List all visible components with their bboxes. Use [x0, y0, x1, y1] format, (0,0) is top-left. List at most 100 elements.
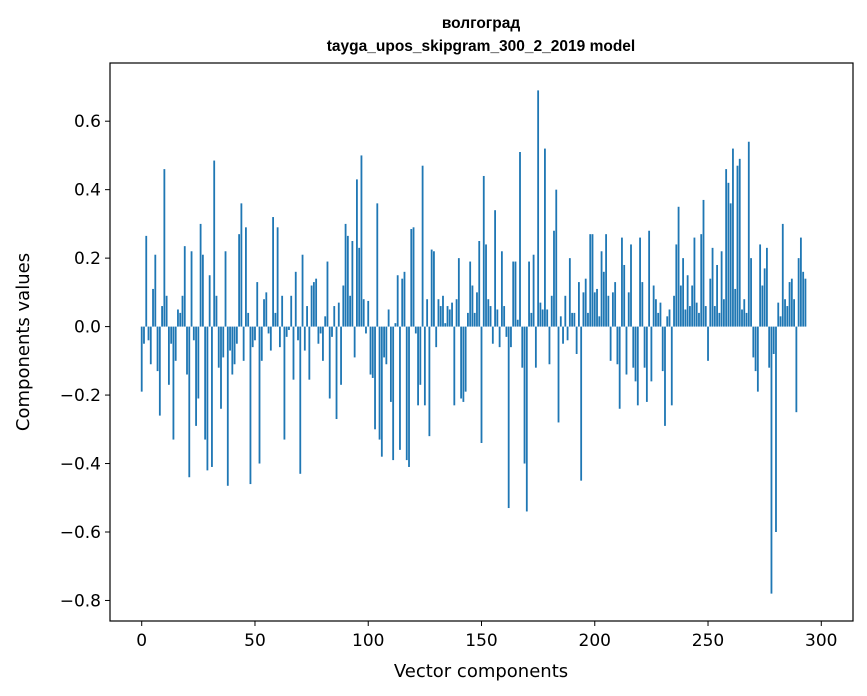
bar [636, 326, 639, 406]
y-tick-label: 0.2 [74, 249, 101, 269]
bar [167, 326, 170, 385]
bar [752, 326, 755, 358]
bar [523, 326, 526, 464]
bar [263, 299, 265, 327]
bar [290, 295, 293, 327]
x-axis-ticks: 0 50 100 150 200 250 300 [136, 621, 838, 651]
bar [754, 326, 757, 372]
bar [770, 326, 773, 594]
bar [201, 254, 204, 327]
bar [652, 285, 655, 327]
bar [695, 302, 698, 327]
bar [222, 326, 225, 358]
bar [254, 326, 256, 341]
bar [768, 326, 771, 368]
bar [428, 326, 431, 437]
bar [303, 326, 306, 351]
bar [799, 237, 802, 327]
bar [571, 312, 574, 327]
bar [605, 234, 607, 327]
bar [738, 158, 741, 327]
bar [292, 326, 295, 380]
bar [453, 326, 456, 406]
bar [430, 249, 433, 327]
bar [516, 319, 519, 327]
bar [315, 278, 318, 327]
bar [333, 306, 336, 327]
x-tick-label: 150 [465, 631, 497, 651]
bar [301, 254, 304, 327]
y-tick-label: 0.4 [74, 181, 101, 201]
bar [394, 323, 397, 327]
bar [442, 295, 444, 327]
bar [500, 251, 503, 327]
bar [188, 326, 191, 478]
bar [686, 275, 689, 327]
bar [245, 227, 247, 327]
bar [435, 326, 438, 348]
bar [718, 312, 721, 327]
bar [704, 306, 707, 327]
bar [410, 229, 413, 327]
bar [322, 326, 324, 361]
bar [555, 189, 558, 327]
bar [267, 326, 270, 334]
bar [534, 326, 537, 368]
bar [716, 264, 718, 327]
bar [342, 285, 345, 327]
bar [519, 152, 521, 327]
bar [600, 251, 603, 327]
bar [317, 326, 320, 344]
bar [691, 285, 694, 327]
bar [573, 312, 576, 327]
bar [446, 306, 449, 327]
bar [645, 326, 648, 402]
bar [448, 309, 451, 327]
bar [371, 326, 374, 378]
bar [433, 251, 435, 327]
bar [621, 237, 623, 327]
bar [177, 309, 179, 327]
x-axis-label: Vector components [394, 661, 568, 682]
bar [408, 326, 410, 467]
x-tick-label: 200 [579, 631, 611, 651]
bar [163, 169, 166, 327]
bar [750, 258, 752, 327]
y-tick-label: −0.6 [60, 523, 101, 543]
bar [249, 326, 252, 485]
bar [553, 230, 555, 327]
bar [351, 241, 354, 327]
bar [643, 326, 646, 368]
bar [496, 309, 499, 327]
y-tick-label: −0.8 [60, 591, 101, 611]
bar [192, 326, 195, 341]
bar [374, 326, 376, 430]
bar [772, 326, 775, 354]
bar [627, 292, 630, 327]
bar [426, 299, 429, 327]
bar [684, 309, 687, 327]
bar [224, 251, 227, 327]
bar [677, 206, 680, 327]
bar [614, 282, 617, 327]
bar [611, 292, 614, 327]
bar [505, 326, 508, 337]
bar [668, 309, 671, 327]
bar [584, 278, 587, 327]
chart-title: волгоград [442, 15, 521, 32]
bar [598, 316, 601, 327]
bar [378, 326, 381, 440]
bar [487, 299, 490, 327]
bar [587, 312, 589, 327]
bar [525, 326, 528, 512]
bar [711, 247, 714, 327]
bar [559, 316, 562, 327]
bar [512, 261, 515, 327]
bar [460, 326, 463, 399]
y-tick-label: 0.6 [74, 112, 101, 132]
bar [578, 282, 580, 327]
bar [476, 292, 478, 327]
bar [417, 326, 419, 406]
bar [485, 244, 487, 327]
